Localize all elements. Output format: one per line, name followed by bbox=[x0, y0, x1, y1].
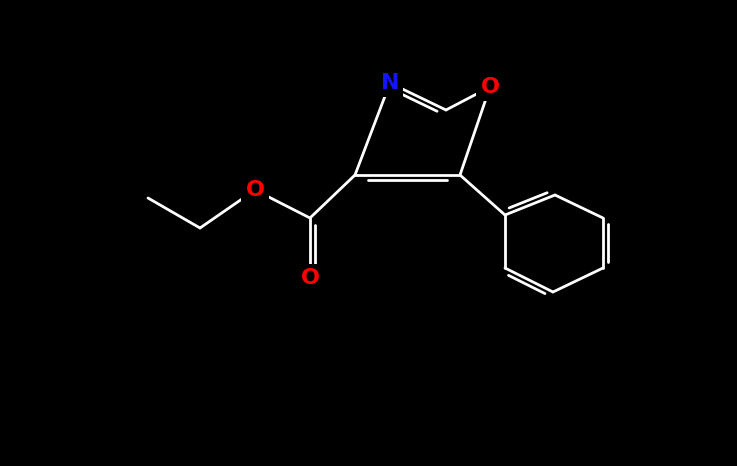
Text: O: O bbox=[245, 180, 265, 200]
Text: O: O bbox=[301, 268, 320, 288]
Text: N: N bbox=[381, 73, 399, 93]
Text: O: O bbox=[481, 77, 500, 97]
